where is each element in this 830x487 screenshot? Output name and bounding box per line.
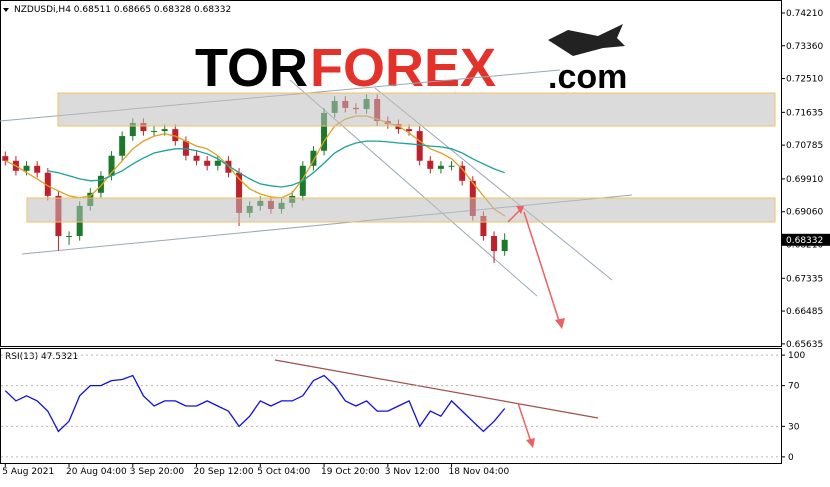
candle-body [151, 131, 158, 133]
support-zone [26, 197, 776, 223]
candle-body [236, 172, 243, 213]
moving-average [47, 140, 505, 188]
candle-body [416, 131, 423, 161]
y-tick-label: 0.71635 [786, 108, 823, 118]
candle-body [459, 165, 466, 181]
moving-average [5, 115, 506, 217]
candle-body [97, 175, 104, 193]
candle-body [437, 165, 444, 169]
candle-body [406, 129, 413, 132]
candle-body [23, 165, 30, 171]
arrow-head [516, 206, 524, 214]
candle-body [214, 160, 221, 166]
candle-body [34, 165, 41, 173]
x-tick-label: 3 Nov 12:00 [385, 467, 440, 477]
candle-body [119, 136, 126, 156]
y-tick-label: 0.66485 [786, 307, 823, 317]
rsi-line [4, 374, 506, 433]
y-tick-label: 0.69910 [786, 175, 823, 185]
y-tick-label: 30 [788, 422, 800, 432]
y-tick-label: 0.69060 [786, 208, 823, 218]
candle-body [140, 122, 147, 132]
last-price-label: 0.68332 [786, 236, 823, 246]
y-tick-label: 70 [788, 382, 800, 392]
candle-body [2, 156, 9, 161]
candle-body [448, 165, 455, 167]
candle-body [161, 129, 168, 132]
rsi-title: RSI(13) 47.5321 [5, 352, 78, 362]
x-tick-label: 19 Oct 20:00 [321, 467, 380, 477]
watermark: TOR FOREX .com [195, 24, 627, 98]
candle-body [66, 236, 73, 238]
y-tick-label: 0 [788, 453, 794, 463]
candle-body [501, 239, 508, 252]
y-tick-label: 0.73360 [786, 42, 823, 52]
candle-body [321, 112, 328, 151]
candle-body [108, 155, 115, 176]
bull-icon [548, 24, 625, 56]
candle-body [427, 160, 434, 169]
candle-body [310, 150, 317, 166]
x-tick-label: 3 Sep 20:00 [130, 467, 185, 477]
y-tick-label: 0.70785 [786, 141, 823, 151]
arrow-head [526, 438, 535, 448]
x-tick-label: 20 Sep 12:00 [194, 467, 254, 477]
candle-body [44, 172, 51, 196]
price-panel [0, 0, 782, 347]
arrow [523, 211, 561, 325]
forecast-arrows [274, 206, 599, 448]
candle-body [172, 129, 179, 142]
candle-body [193, 155, 200, 161]
x-tick-label: 18 Nov 04:00 [449, 467, 510, 477]
candle-body [204, 160, 211, 166]
y-tick-label: 100 [788, 351, 805, 361]
candle-body [491, 236, 498, 252]
watermark-tor: TOR [195, 38, 308, 98]
candle-body [480, 215, 487, 237]
x-tick-label: 5 Oct 04:00 [257, 467, 310, 477]
x-tick-label: 5 Aug 2021 [2, 467, 54, 477]
arrow [517, 402, 532, 443]
y-tick-label: 0.74210 [786, 9, 823, 19]
last-price-box [782, 233, 830, 246]
chart-header: NZDUSDi,H4 0.68511 0.68665 0.68328 0.683… [14, 5, 231, 15]
y-tick-label: 0.65635 [786, 340, 823, 350]
watermark-forex: FOREX [310, 38, 496, 98]
arrow-head [555, 318, 565, 329]
candle-body [129, 122, 136, 137]
rsi-trend-line [274, 359, 599, 419]
x-tick-label: 20 Aug 04:00 [66, 467, 127, 477]
header-marker [3, 8, 9, 12]
watermark-com: .com [548, 58, 627, 96]
y-tick-label: 0.67335 [786, 274, 823, 284]
rsi-panel [0, 348, 782, 464]
resistance-zone [57, 92, 776, 127]
y-tick-label: 0.72510 [786, 75, 823, 85]
